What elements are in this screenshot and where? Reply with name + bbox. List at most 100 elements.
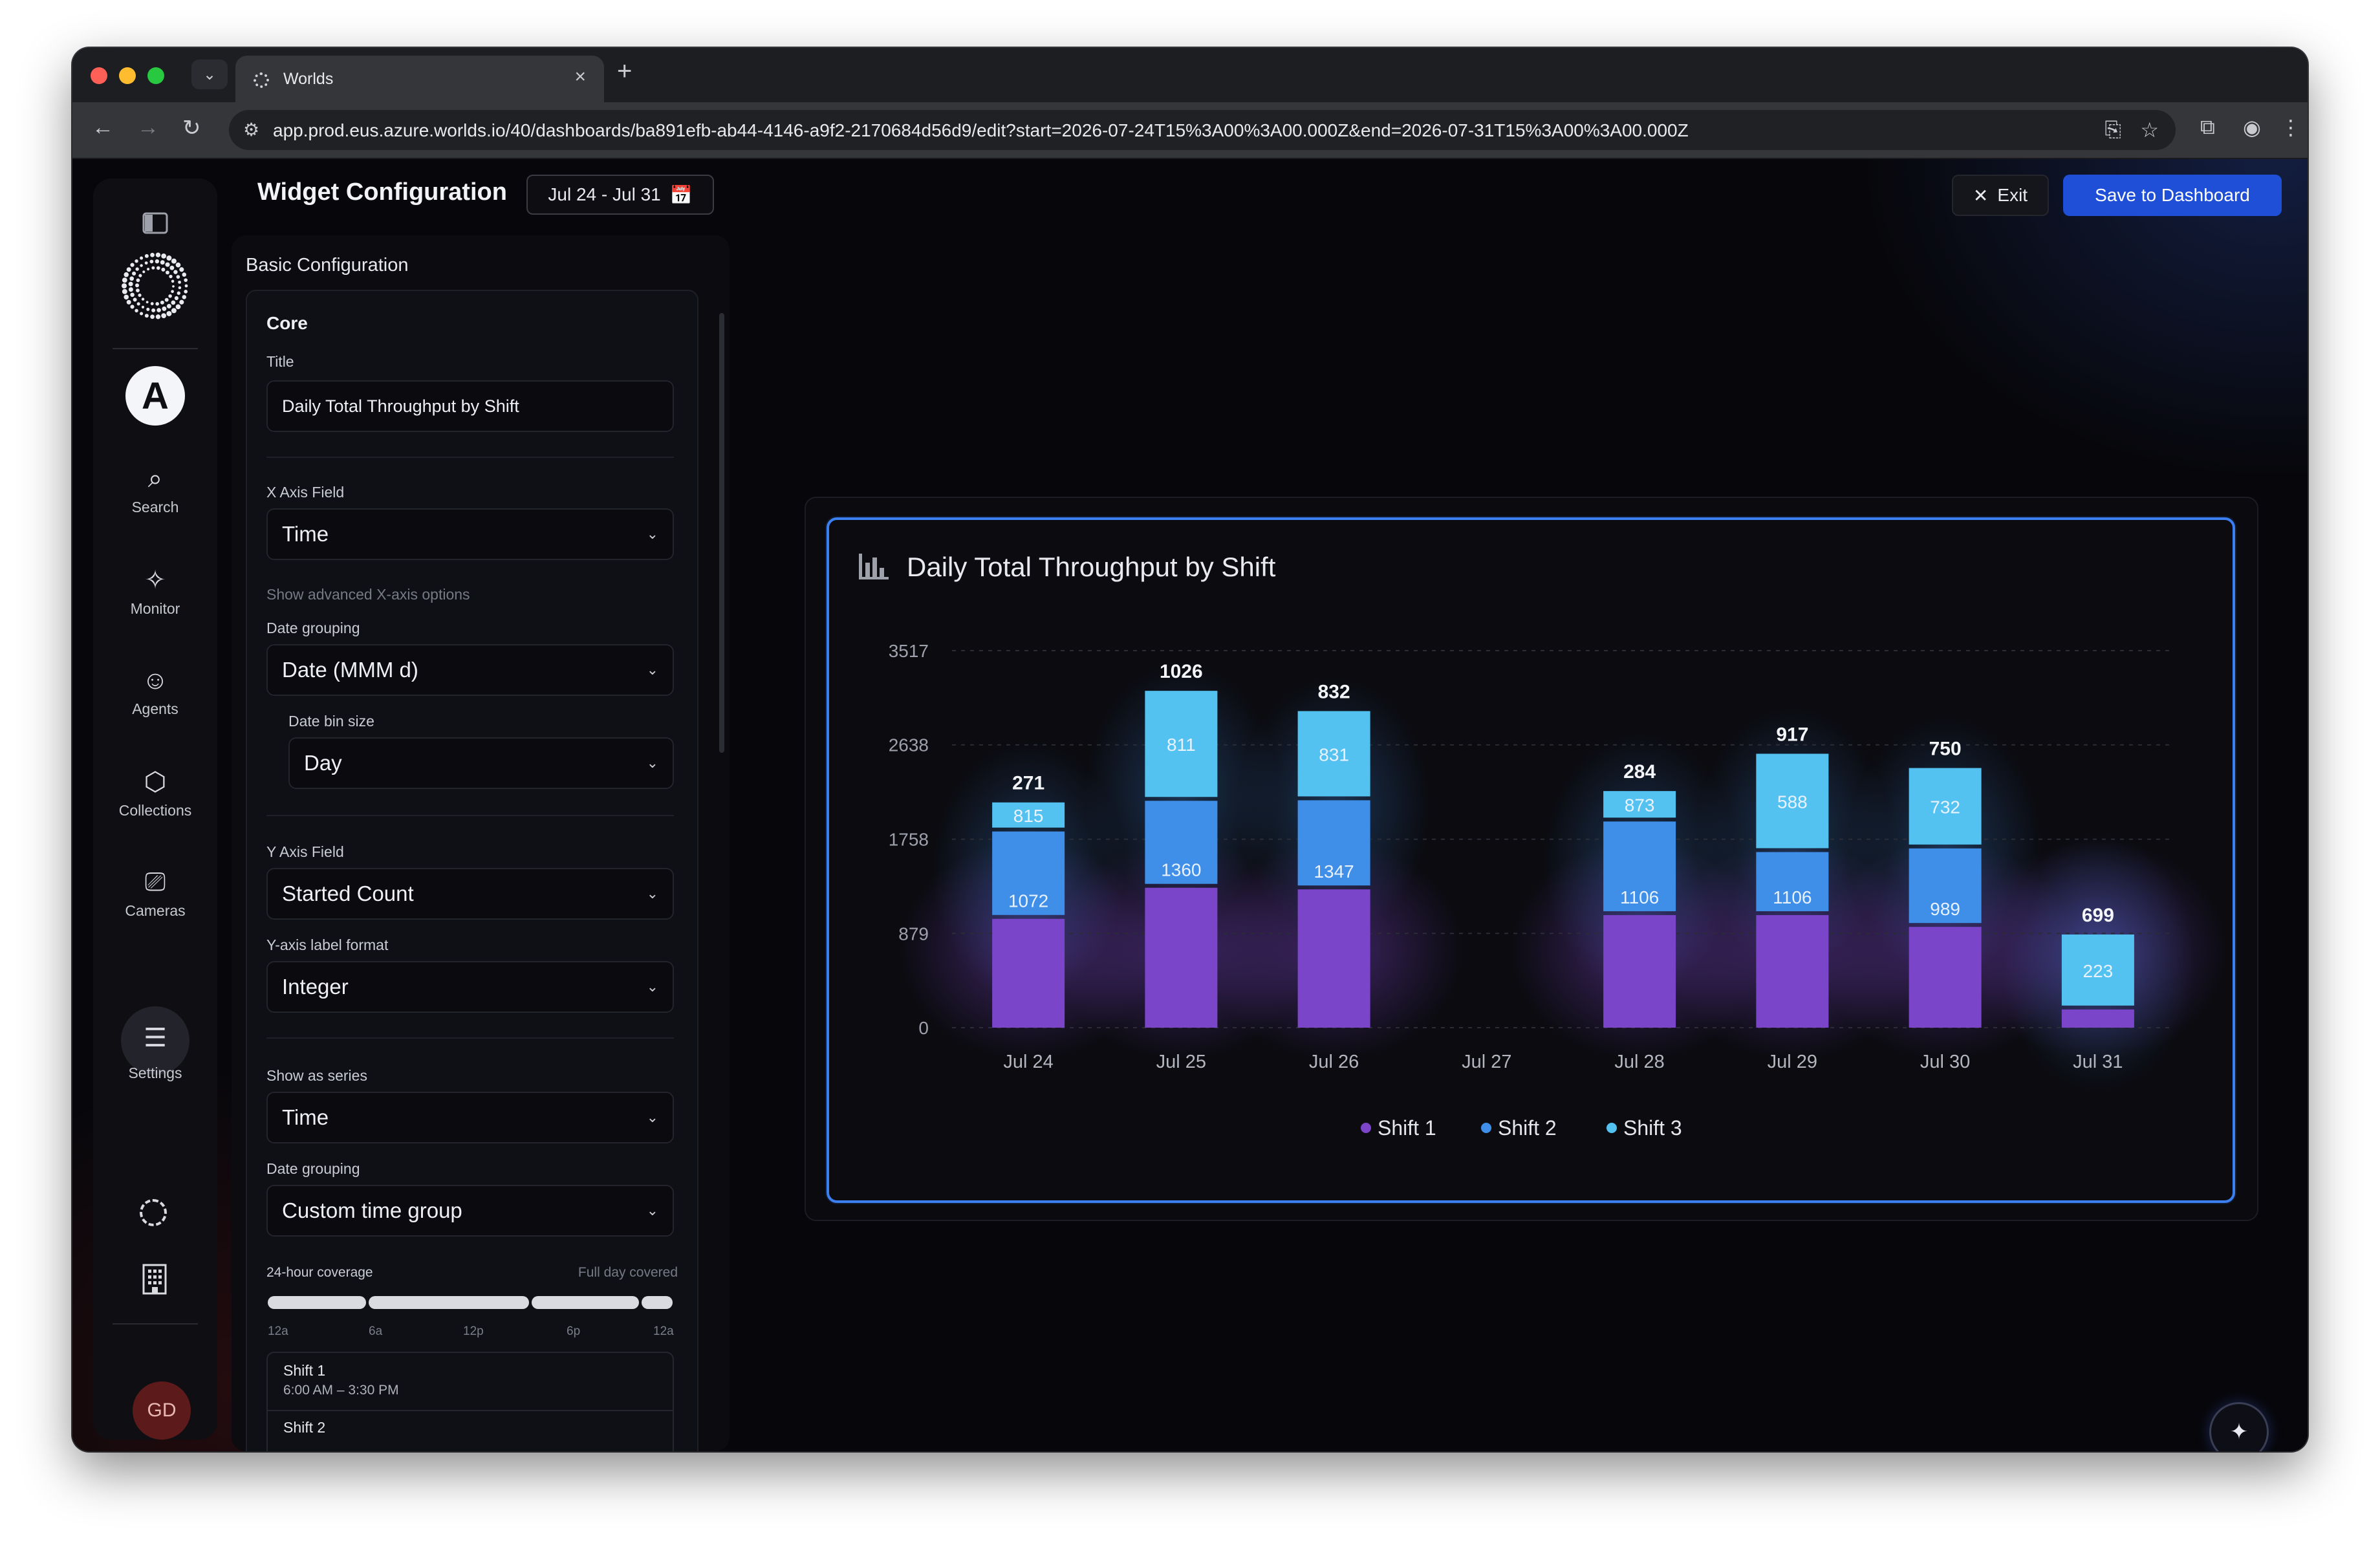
loading-spinner-icon[interactable] — [140, 1199, 167, 1226]
date-range-picker[interactable]: Jul 24 - Jul 31 📅 — [526, 175, 714, 215]
sidebar-item-agents[interactable]: ☺ Agents — [93, 666, 217, 718]
more-menu-icon[interactable]: ⋮ — [2280, 116, 2301, 139]
forward-arrow-icon[interactable]: → — [137, 115, 159, 140]
sidebar-item-collections[interactable]: ⬡ Collections — [93, 767, 217, 819]
legend-swatch — [1481, 1123, 1491, 1133]
sidebar-item-label: Monitor — [130, 600, 180, 617]
close-window-button[interactable] — [91, 67, 107, 84]
y-axis-select[interactable]: Started Count ⌄ — [266, 868, 674, 920]
y-axis-label: Y Axis Field — [266, 843, 344, 860]
sidebar-item-label: Settings — [128, 1065, 182, 1081]
chart-svg: 0 879 1758 2638 3517 1072 815 271 Jul 24 1360 811… — [859, 552, 2227, 1140]
chevron-down-icon: ⌄ — [646, 662, 658, 678]
x-tick-label: Jul 27 — [1462, 1052, 1511, 1072]
segment-value-label: 815 — [1013, 806, 1044, 826]
building-icon[interactable] — [141, 1264, 168, 1295]
legend-label: Shift 2 — [1498, 1116, 1557, 1140]
sidebar-item-monitor[interactable]: ✧ Monitor — [93, 565, 217, 618]
bar-segment-shift-1 — [1603, 914, 1676, 1028]
back-arrow-icon[interactable]: ← — [92, 115, 114, 140]
coverage-segment[interactable] — [369, 1296, 529, 1309]
date-bin-value: Day — [304, 751, 342, 775]
x-tick-label: Jul 26 — [1309, 1052, 1359, 1072]
date-bin-select[interactable]: Day ⌄ — [288, 737, 674, 789]
segment-value-label: 1072 — [1008, 891, 1048, 911]
close-icon: ✕ — [1973, 185, 1989, 206]
install-app-icon[interactable]: ⎘ — [2104, 118, 2121, 141]
profile-icon[interactable]: ◉ — [2243, 116, 2261, 139]
chart-widget[interactable]: 0 879 1758 2638 3517 1072 815 271 Jul 24 1360 811… — [827, 517, 2235, 1203]
settings-active-bg — [121, 1006, 189, 1075]
reload-icon[interactable]: ↻ — [182, 116, 201, 140]
extensions-icon[interactable]: ⧉ — [2200, 115, 2215, 138]
site-settings-icon[interactable]: ⚙ — [243, 120, 260, 140]
address-bar[interactable]: ⚙ app.prod.eus.azure.worlds.io/40/dashbo… — [229, 110, 2176, 150]
worlds-logo-icon[interactable] — [119, 250, 191, 322]
title-input[interactable]: Daily Total Throughput by Shift — [266, 380, 674, 432]
y-tick-label: 1758 — [889, 830, 929, 850]
series-grouping-select[interactable]: Custom time group ⌄ — [266, 1185, 674, 1237]
chart-title: Daily Total Throughput by Shift — [907, 552, 1276, 582]
coverage-tick: 12a — [268, 1325, 288, 1338]
y-tick-label: 879 — [898, 924, 929, 944]
series-label: Show as series — [266, 1067, 367, 1084]
sidebar-item-settings[interactable]: ☰ Settings — [93, 1023, 217, 1082]
exit-button[interactable]: ✕ Exit — [1952, 175, 2049, 216]
chevron-down-icon: ⌄ — [646, 1202, 658, 1218]
org-logo-icon[interactable]: A — [125, 366, 185, 426]
y-tick-label: 0 — [918, 1018, 929, 1038]
save-to-dashboard-button[interactable]: Save to Dashboard — [2063, 175, 2282, 216]
shift-name[interactable]: Shift 1 — [283, 1362, 326, 1379]
bookmark-star-icon[interactable]: ☆ — [2140, 118, 2159, 142]
legend-swatch — [1361, 1123, 1371, 1133]
bar-segment-shift-2 — [1909, 848, 1982, 924]
coverage-segment[interactable] — [642, 1296, 673, 1309]
tab-close-icon[interactable]: × — [574, 66, 586, 87]
bar-segment-shift-3 — [1756, 753, 1829, 849]
url-text[interactable]: app.prod.eus.azure.worlds.io/40/dashboar… — [273, 120, 1689, 140]
y-tick-label: 2638 — [889, 735, 929, 755]
maximize-window-button[interactable] — [147, 67, 164, 84]
minimize-window-button[interactable] — [119, 67, 136, 84]
new-tab-button[interactable]: + — [617, 57, 633, 85]
sidebar-toggle-icon[interactable] — [142, 212, 168, 234]
ai-assistant-button[interactable]: ✦ — [2209, 1402, 2269, 1451]
coverage-status: Full day covered — [578, 1265, 678, 1280]
divider — [266, 815, 674, 816]
page-title: Widget Configuration — [257, 178, 507, 206]
bar-segment-shift-1 — [1145, 887, 1218, 1028]
chevron-down-icon: ⌄ — [202, 65, 217, 83]
coverage-tick: 12a — [653, 1325, 674, 1338]
monitor-icon: ✧ — [144, 566, 166, 594]
x-tick-label: Jul 24 — [1003, 1052, 1053, 1072]
total-value-label: 271 — [1012, 773, 1044, 794]
date-grouping-select[interactable]: Date (MMM d) ⌄ — [266, 644, 674, 696]
series-select[interactable]: Time ⌄ — [266, 1092, 674, 1143]
x-axis-select[interactable]: Time ⌄ — [266, 508, 674, 560]
total-value-label: 917 — [1776, 724, 1808, 745]
browser-toolbar: ← → ↻ ⚙ app.prod.eus.azure.worlds.io/40/… — [72, 102, 2308, 159]
date-bin-label: Date bin size — [288, 713, 374, 730]
divider — [266, 457, 674, 458]
sidebar-item-cameras[interactable]: ⎚ Cameras — [93, 868, 217, 920]
coverage-segment[interactable] — [268, 1296, 366, 1309]
chevron-down-icon: ⌄ — [646, 885, 658, 902]
camera-icon: ⎚ — [145, 868, 166, 896]
total-value-label: 832 — [1318, 681, 1350, 702]
sidebar-item-search[interactable]: ⌕ Search — [93, 464, 217, 516]
segment-value-label: 811 — [1167, 735, 1196, 755]
tab-search-button[interactable]: ⌄ — [191, 60, 228, 89]
y-format-select[interactable]: Integer ⌄ — [266, 961, 674, 1013]
chevron-down-icon: ⌄ — [646, 755, 658, 771]
browser-tab[interactable]: Worlds × — [235, 56, 604, 102]
total-value-label: 284 — [1623, 761, 1656, 783]
user-avatar[interactable]: GD — [133, 1381, 191, 1440]
shift-name[interactable]: Shift 2 — [283, 1419, 326, 1436]
advanced-x-axis-link[interactable]: Show advanced X-axis options — [266, 586, 470, 603]
y-format-value: Integer — [282, 975, 349, 999]
sidebar-item-label: Cameras — [125, 902, 186, 919]
panel-scrollbar[interactable] — [719, 313, 724, 753]
coverage-segment[interactable] — [532, 1296, 639, 1309]
series-grouping-value: Custom time group — [282, 1198, 462, 1222]
segment-value-label: 1106 — [1620, 887, 1659, 907]
